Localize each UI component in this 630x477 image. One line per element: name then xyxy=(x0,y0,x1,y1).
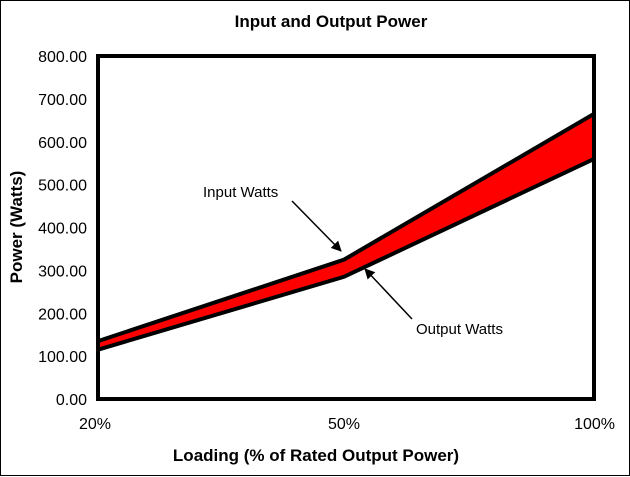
y-tick-label: 200.00 xyxy=(38,306,87,323)
x-tick-label: 20% xyxy=(79,416,111,433)
y-tick-label: 400.00 xyxy=(38,221,87,238)
plot-border xyxy=(96,54,596,401)
y-axis-label: Power (Watts) xyxy=(7,171,26,284)
chart-title: Input and Output Power xyxy=(235,12,428,31)
y-tick-label: 100.00 xyxy=(38,349,87,366)
series-line-input-watts xyxy=(97,112,596,344)
annotation-input-watts: Input Watts xyxy=(203,184,278,201)
y-tick-label: 700.00 xyxy=(38,92,87,109)
y-tick-label: 500.00 xyxy=(38,178,87,195)
plot-area xyxy=(98,56,594,399)
y-tick-label: 300.00 xyxy=(38,263,87,280)
y-tick-label: 800.00 xyxy=(38,49,87,66)
x-tick-label: 50% xyxy=(328,416,360,433)
arrow-output-watts xyxy=(364,268,413,320)
y-tick-label: 600.00 xyxy=(38,135,87,152)
y-tick-label: 0.00 xyxy=(56,392,87,409)
arrow-input-watts xyxy=(291,200,342,252)
x-axis-label: Loading (% of Rated Output Power) xyxy=(173,446,459,465)
x-tick-label: 100% xyxy=(574,416,615,433)
series-line-output-watts xyxy=(97,157,595,352)
annotation-output-watts: Output Watts xyxy=(416,321,503,338)
